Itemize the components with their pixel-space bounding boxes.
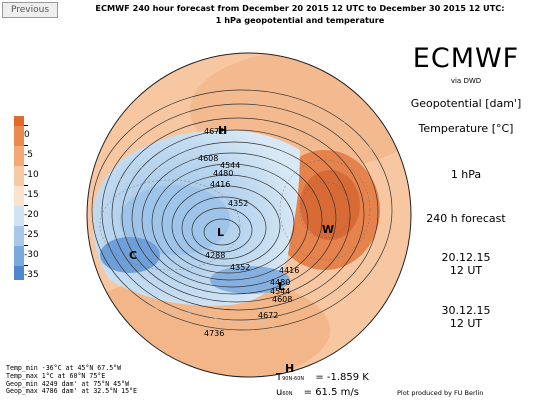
chart-title: ECMWF 240 hour forecast from December 20… [70, 2, 530, 26]
cold-region [100, 237, 160, 273]
pressure-marker-group: H L W C L H [129, 124, 334, 375]
geop-min: Geop_min 4249 dam' at 75°N 45°W [6, 379, 130, 388]
coastlines [119, 109, 381, 334]
contour-label: 4672 [258, 311, 278, 320]
scale-tick: -35 [24, 262, 39, 280]
model-name: ECMWF [412, 43, 520, 74]
contour-label: 4544 [270, 287, 290, 296]
scale-segment [14, 146, 24, 166]
u-symbol: u [276, 387, 283, 398]
warm-anomaly-core [300, 170, 360, 240]
contour-label: 4288 [205, 251, 225, 260]
mean-temperature-diagnostic: T90N-60N = -1.859 K [276, 372, 369, 383]
valid-time: 12 UT [449, 317, 483, 330]
extrema-stats: Temp_min -36°C at 45°N 67.5°W Temp_max 1… [6, 364, 138, 396]
contour-label: 4736 [204, 329, 224, 338]
temp-max: Temp_max 1°C at 60°N 75°E [6, 371, 106, 380]
forecast-hours: 240 h forecast [426, 212, 506, 225]
contour-label: 4480 [270, 278, 290, 287]
contour-label: 4416 [210, 180, 230, 189]
map-boundary [86, 52, 412, 378]
plot-credit: Plot produced by FU Berlin [397, 389, 484, 397]
scale-tick: -20 [24, 202, 39, 220]
temperature-contours [99, 159, 371, 271]
cold-marker: C [129, 249, 137, 262]
scale-segment [14, 226, 24, 246]
scale-tick: -15 [24, 182, 39, 200]
field-temperature: Temperature [°C] [418, 122, 514, 135]
contour-label: 4480 [213, 169, 233, 178]
low-marker: L [217, 226, 224, 239]
t-value: = -1.859 K [315, 372, 369, 383]
scale-segment [14, 116, 24, 126]
high-marker: H [285, 362, 294, 375]
cold-region [120, 185, 230, 255]
low-marker: L [278, 280, 285, 293]
contour-label: 4352 [228, 199, 248, 208]
title-line-1: ECMWF 240 hour forecast from December 20… [95, 3, 505, 13]
temp-min: Temp_min -36°C at 45°N 67.5°W [6, 364, 122, 372]
t-symbol: T [276, 372, 283, 383]
init-date: 20.12.15 [441, 251, 491, 264]
scale-tick: -5 [24, 142, 33, 160]
contour-label: 4672 [204, 127, 224, 136]
high-marker: H [218, 124, 227, 137]
warm-marker: W [322, 223, 334, 236]
contour-label: 4416 [279, 266, 299, 275]
u-subscript: 60N [282, 391, 293, 397]
title-line-2: 1 hPa geopotential and temperature [215, 15, 385, 25]
contour-label-group: 4672 4608 4544 4480 4416 4352 4288 4352 … [198, 127, 299, 338]
model-source: via DWD [450, 77, 482, 85]
field-geopotential: Geopotential [dam'] [410, 97, 522, 110]
init-time: 12 UT [449, 264, 483, 277]
geop-max: Geop_max 4786 dam' at 32.5°N 15°E [6, 387, 138, 396]
scale-tick: 0 [24, 122, 30, 140]
contour-label: 4352 [230, 263, 250, 272]
scale-segment [14, 246, 24, 266]
valid-date: 30.12.15 [441, 304, 491, 317]
contour-label: 4608 [198, 154, 218, 163]
t-subscript: 90N-60N [282, 376, 305, 382]
scale-segment [14, 186, 24, 206]
u-value: = 61.5 m/s [303, 387, 359, 398]
pressure-level: 1 hPa [450, 168, 482, 181]
contour-label: 4608 [272, 295, 292, 304]
geopotential-contours [91, 89, 393, 331]
scale-segment [14, 166, 24, 186]
previous-button[interactable]: Previous [2, 2, 58, 18]
scale-tick: -30 [24, 242, 39, 260]
scale-tick: -10 [24, 162, 39, 180]
scale-segment [14, 126, 24, 146]
scale-segment [14, 266, 24, 280]
mean-wind-diagnostic: u60N = 61.5 m/s [276, 387, 359, 398]
contour-label: 4544 [220, 161, 240, 170]
scale-tick: -25 [24, 222, 39, 240]
scale-segment [14, 206, 24, 226]
